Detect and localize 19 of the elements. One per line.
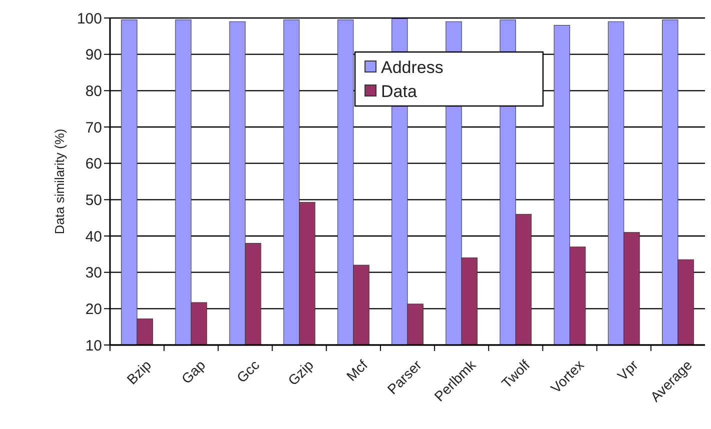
x-tick-label: Gcc <box>233 356 262 386</box>
y-tick-label: 90 <box>85 46 102 64</box>
y-tick-label: 10 <box>85 337 102 354</box>
x-tick-label: Gap <box>178 356 208 387</box>
y-axis-title: Data similarity (%) <box>52 128 67 234</box>
y-tick-label: 100 <box>76 10 102 28</box>
y-tick-label: 60 <box>85 156 102 173</box>
y-tick-label: 50 <box>85 192 102 209</box>
x-tick-label: Vpr <box>614 356 642 384</box>
legend-label: Address <box>381 58 444 77</box>
y-tick-label: 30 <box>85 264 102 282</box>
y-tick-label: 40 <box>85 228 102 246</box>
y-tick-label: 70 <box>85 119 102 136</box>
x-tick-label: Bzip <box>124 356 154 388</box>
x-tick-label: Mcf <box>343 356 371 384</box>
x-tick-label: Gzip <box>284 356 317 388</box>
y-tick-label: 20 <box>85 300 102 318</box>
y-tick-label: 80 <box>85 82 102 100</box>
legend-label: Data <box>381 82 418 101</box>
